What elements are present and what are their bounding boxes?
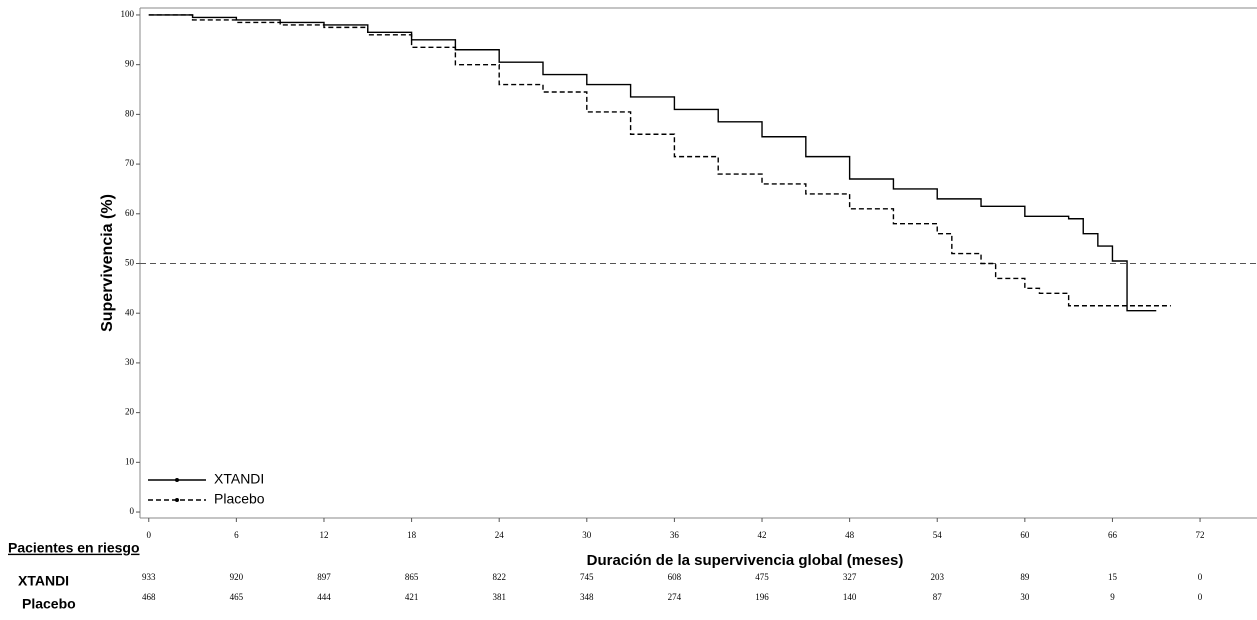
- x-tick-label: 6: [234, 530, 239, 540]
- risk-count: 381: [492, 592, 506, 602]
- risk-count: 203: [930, 572, 944, 582]
- risk-count: 9: [1110, 592, 1115, 602]
- risk-count: 475: [755, 572, 769, 582]
- risk-count: 444: [317, 592, 331, 602]
- legend-label: Placebo: [214, 491, 265, 507]
- x-tick-label: 0: [147, 530, 152, 540]
- risk-row-label: Placebo: [22, 596, 76, 612]
- risk-count: 468: [142, 592, 156, 602]
- x-tick-label: 18: [407, 530, 417, 540]
- risk-count: 0: [1198, 592, 1203, 602]
- risk-count: 608: [668, 572, 682, 582]
- x-tick-label: 72: [1196, 530, 1205, 540]
- survival-curve: [148, 14, 1157, 312]
- y-tick-label: 10: [125, 456, 135, 466]
- risk-row-label: XTANDI: [18, 573, 69, 589]
- x-tick-label: 12: [319, 530, 328, 540]
- risk-count: 30: [1020, 592, 1030, 602]
- x-tick-label: 36: [670, 530, 680, 540]
- x-tick-label: 24: [495, 530, 505, 540]
- legend-label: XTANDI: [214, 471, 264, 487]
- risk-count: 348: [580, 592, 594, 602]
- risk-count: 87: [933, 592, 943, 602]
- x-axis-label: Duración de la supervivencia global (mes…: [587, 552, 904, 569]
- risk-count: 0: [1198, 572, 1203, 582]
- risk-count: 465: [230, 592, 244, 602]
- risk-count: 15: [1108, 572, 1118, 582]
- x-tick-label: 54: [933, 530, 943, 540]
- risk-count: 897: [317, 572, 331, 582]
- risk-count: 274: [668, 592, 682, 602]
- y-tick-label: 80: [125, 108, 135, 118]
- y-tick-label: 100: [121, 9, 135, 19]
- x-tick-label: 48: [845, 530, 855, 540]
- risk-count: 140: [843, 592, 857, 602]
- y-axis-label: Supervivencia (%): [99, 194, 116, 332]
- legend-marker: [175, 478, 179, 482]
- y-tick-label: 70: [125, 158, 135, 168]
- risk-count: 89: [1020, 572, 1030, 582]
- y-tick-label: 50: [125, 258, 135, 268]
- x-tick-label: 66: [1108, 530, 1118, 540]
- risk-count: 822: [492, 572, 506, 582]
- y-tick-label: 40: [125, 307, 135, 317]
- risk-count: 421: [405, 592, 419, 602]
- y-tick-label: 20: [125, 407, 135, 417]
- x-tick-label: 30: [582, 530, 592, 540]
- risk-count: 933: [142, 572, 156, 582]
- y-tick-label: 60: [125, 208, 135, 218]
- risk-count: 196: [755, 592, 769, 602]
- risk-count: 865: [405, 572, 419, 582]
- survival-curve: [148, 14, 1171, 307]
- y-tick-label: 30: [125, 357, 135, 367]
- risk-count: 920: [230, 572, 244, 582]
- y-tick-label: 0: [130, 506, 135, 516]
- x-tick-label: 60: [1020, 530, 1030, 540]
- y-tick-label: 90: [125, 59, 135, 69]
- x-tick-label: 42: [758, 530, 767, 540]
- risk-count: 745: [580, 572, 594, 582]
- risk-count: 327: [843, 572, 857, 582]
- legend-marker: [175, 498, 179, 502]
- risk-table-title: Pacientes en riesgo: [8, 540, 140, 556]
